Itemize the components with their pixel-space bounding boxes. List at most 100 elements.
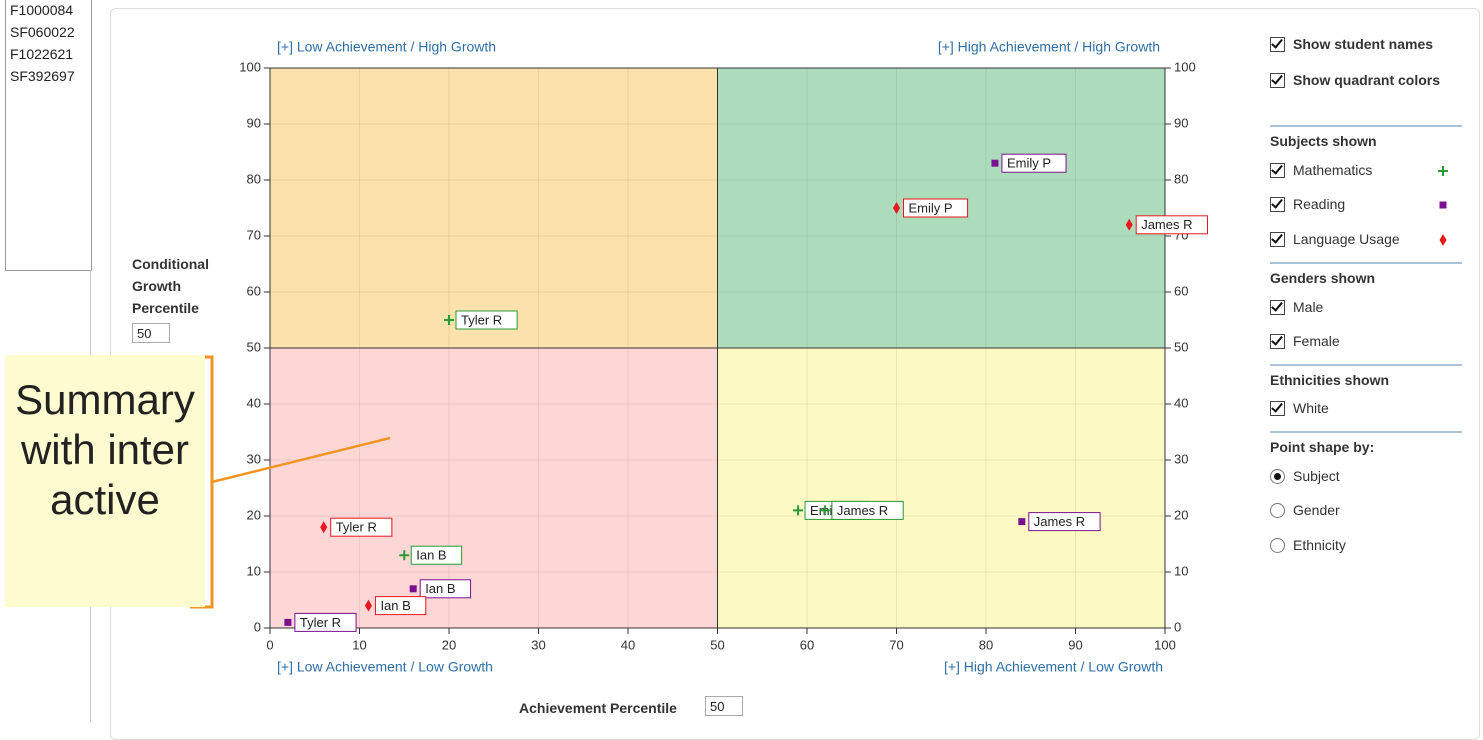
label-text: Tyler R [336, 520, 377, 535]
quadrant-link[interactable]: [+] High Achievement / Low Growth [944, 659, 1163, 675]
radio[interactable] [1270, 468, 1285, 484]
legend-marker [1438, 166, 1448, 176]
checkbox[interactable] [1270, 400, 1285, 416]
option-label: Language Usage [1293, 231, 1400, 247]
option[interactable]: Gender [1270, 502, 1340, 518]
x-tick-label: 40 [621, 637, 635, 652]
option[interactable]: Ethnicity [1270, 537, 1346, 553]
point [893, 202, 900, 214]
point [819, 505, 830, 516]
quadrant-link[interactable]: [+] Low Achievement / Low Growth [277, 659, 493, 675]
label-box [1028, 512, 1101, 532]
option-label: White [1293, 400, 1329, 416]
label-box [419, 579, 472, 599]
quadrant [270, 68, 718, 348]
point-label: Ian B [374, 596, 427, 616]
label-text: James R [1034, 514, 1085, 529]
option[interactable]: Female [1270, 333, 1340, 349]
student-id[interactable]: F1000084 [10, 2, 74, 18]
student-list: F1000084 SF060022 F1022621 SF392697 [5, 0, 92, 271]
option-label: Subject [1293, 468, 1340, 484]
checkbox[interactable] [1270, 231, 1285, 247]
checkbox[interactable] [1270, 162, 1285, 178]
radio[interactable] [1270, 502, 1285, 518]
quadrant [717, 348, 1165, 628]
option-label: Reading [1293, 196, 1346, 212]
legend-marker [1439, 234, 1447, 246]
student-id[interactable]: SF060022 [10, 24, 75, 40]
option[interactable]: Mathematics [1270, 162, 1372, 178]
x-tick-label: 70 [889, 637, 903, 652]
separator [1270, 262, 1462, 264]
option[interactable]: Male [1270, 299, 1323, 315]
checkbox[interactable] [1270, 36, 1285, 52]
x-tick-label: 100 [1154, 637, 1176, 652]
label-box [831, 500, 904, 520]
separator [1270, 364, 1462, 366]
option-label: Ethnicity [1293, 537, 1346, 553]
option[interactable]: Show quadrant colors [1270, 72, 1440, 88]
label-box [374, 596, 427, 616]
point [793, 505, 804, 516]
option-label: Male [1293, 299, 1324, 315]
student-id[interactable]: SF392697 [10, 68, 75, 84]
y2-tick-label: 30 [1174, 451, 1188, 466]
option[interactable]: Reading [1270, 196, 1345, 212]
quadrant-link[interactable]: [+] High Achievement / High Growth [938, 39, 1160, 55]
y2-tick-label: 90 [1174, 115, 1188, 130]
separator [1270, 125, 1462, 127]
point [364, 599, 372, 612]
y2-tick-label: 0 [1174, 619, 1181, 634]
option[interactable]: White [1270, 400, 1329, 416]
point [991, 159, 999, 167]
y2-tick-label: 80 [1174, 171, 1188, 186]
point-label: Tyler R [294, 612, 357, 632]
y-threshold-input[interactable]: 50 [132, 323, 170, 343]
radio[interactable] [1270, 537, 1285, 553]
label-box [410, 545, 463, 565]
point-label: James R [831, 500, 904, 520]
x-tick-label: 50 [710, 637, 724, 652]
y2-tick-label: 20 [1174, 507, 1188, 522]
point [320, 521, 328, 534]
option[interactable]: Language Usage [1270, 231, 1400, 247]
checkbox[interactable] [1270, 196, 1285, 212]
label-text: Tyler R [300, 615, 341, 630]
section-heading: Subjects shown [1270, 133, 1377, 149]
label-text: Emily P [909, 200, 953, 215]
label-box [903, 198, 969, 218]
option-label: Show student names [1293, 36, 1434, 52]
x-tick-label: 90 [1068, 637, 1082, 652]
option[interactable]: Show student names [1270, 36, 1433, 52]
student-id[interactable]: F1022621 [10, 46, 74, 62]
checkbox[interactable] [1270, 333, 1285, 349]
point [284, 618, 292, 626]
section-heading: Point shape by: [1270, 439, 1375, 455]
y-tick-label: 0 [254, 619, 261, 634]
y2-tick-label: 50 [1174, 339, 1188, 354]
y-tick-label: 90 [247, 115, 261, 130]
point [1018, 518, 1026, 526]
option-label: Show quadrant colors [1293, 72, 1441, 88]
point-label: Tyler R [455, 310, 518, 330]
y2-tick-label: 60 [1174, 283, 1188, 298]
y-axis-label: Conditional Growth Percentile [132, 256, 209, 316]
point-label: Tyler R [330, 517, 393, 537]
label-box [455, 310, 518, 330]
label-box [1001, 153, 1067, 173]
point-label: James R [1135, 215, 1208, 235]
quadrant-link[interactable]: [+] Low Achievement / High Growth [277, 39, 496, 55]
point-label: Emily P [903, 198, 969, 218]
y-tick-label: 10 [247, 563, 261, 578]
checkbox[interactable] [1270, 72, 1285, 88]
label-text: Ian B [380, 598, 410, 613]
x-axis-label: Achievement Percentile [519, 700, 677, 716]
page: F1000084 SF060022 F1022621 SF392697 [+] Low… [0, 0, 1483, 722]
checkbox[interactable] [1270, 299, 1285, 315]
point-label: James R [1028, 512, 1101, 532]
y2-tick-label: 10 [1174, 563, 1188, 578]
option[interactable]: Subject [1270, 468, 1340, 484]
label-box [1135, 215, 1208, 235]
x-tick-label: 0 [266, 637, 273, 652]
x-threshold-input[interactable]: 50 [705, 696, 743, 716]
